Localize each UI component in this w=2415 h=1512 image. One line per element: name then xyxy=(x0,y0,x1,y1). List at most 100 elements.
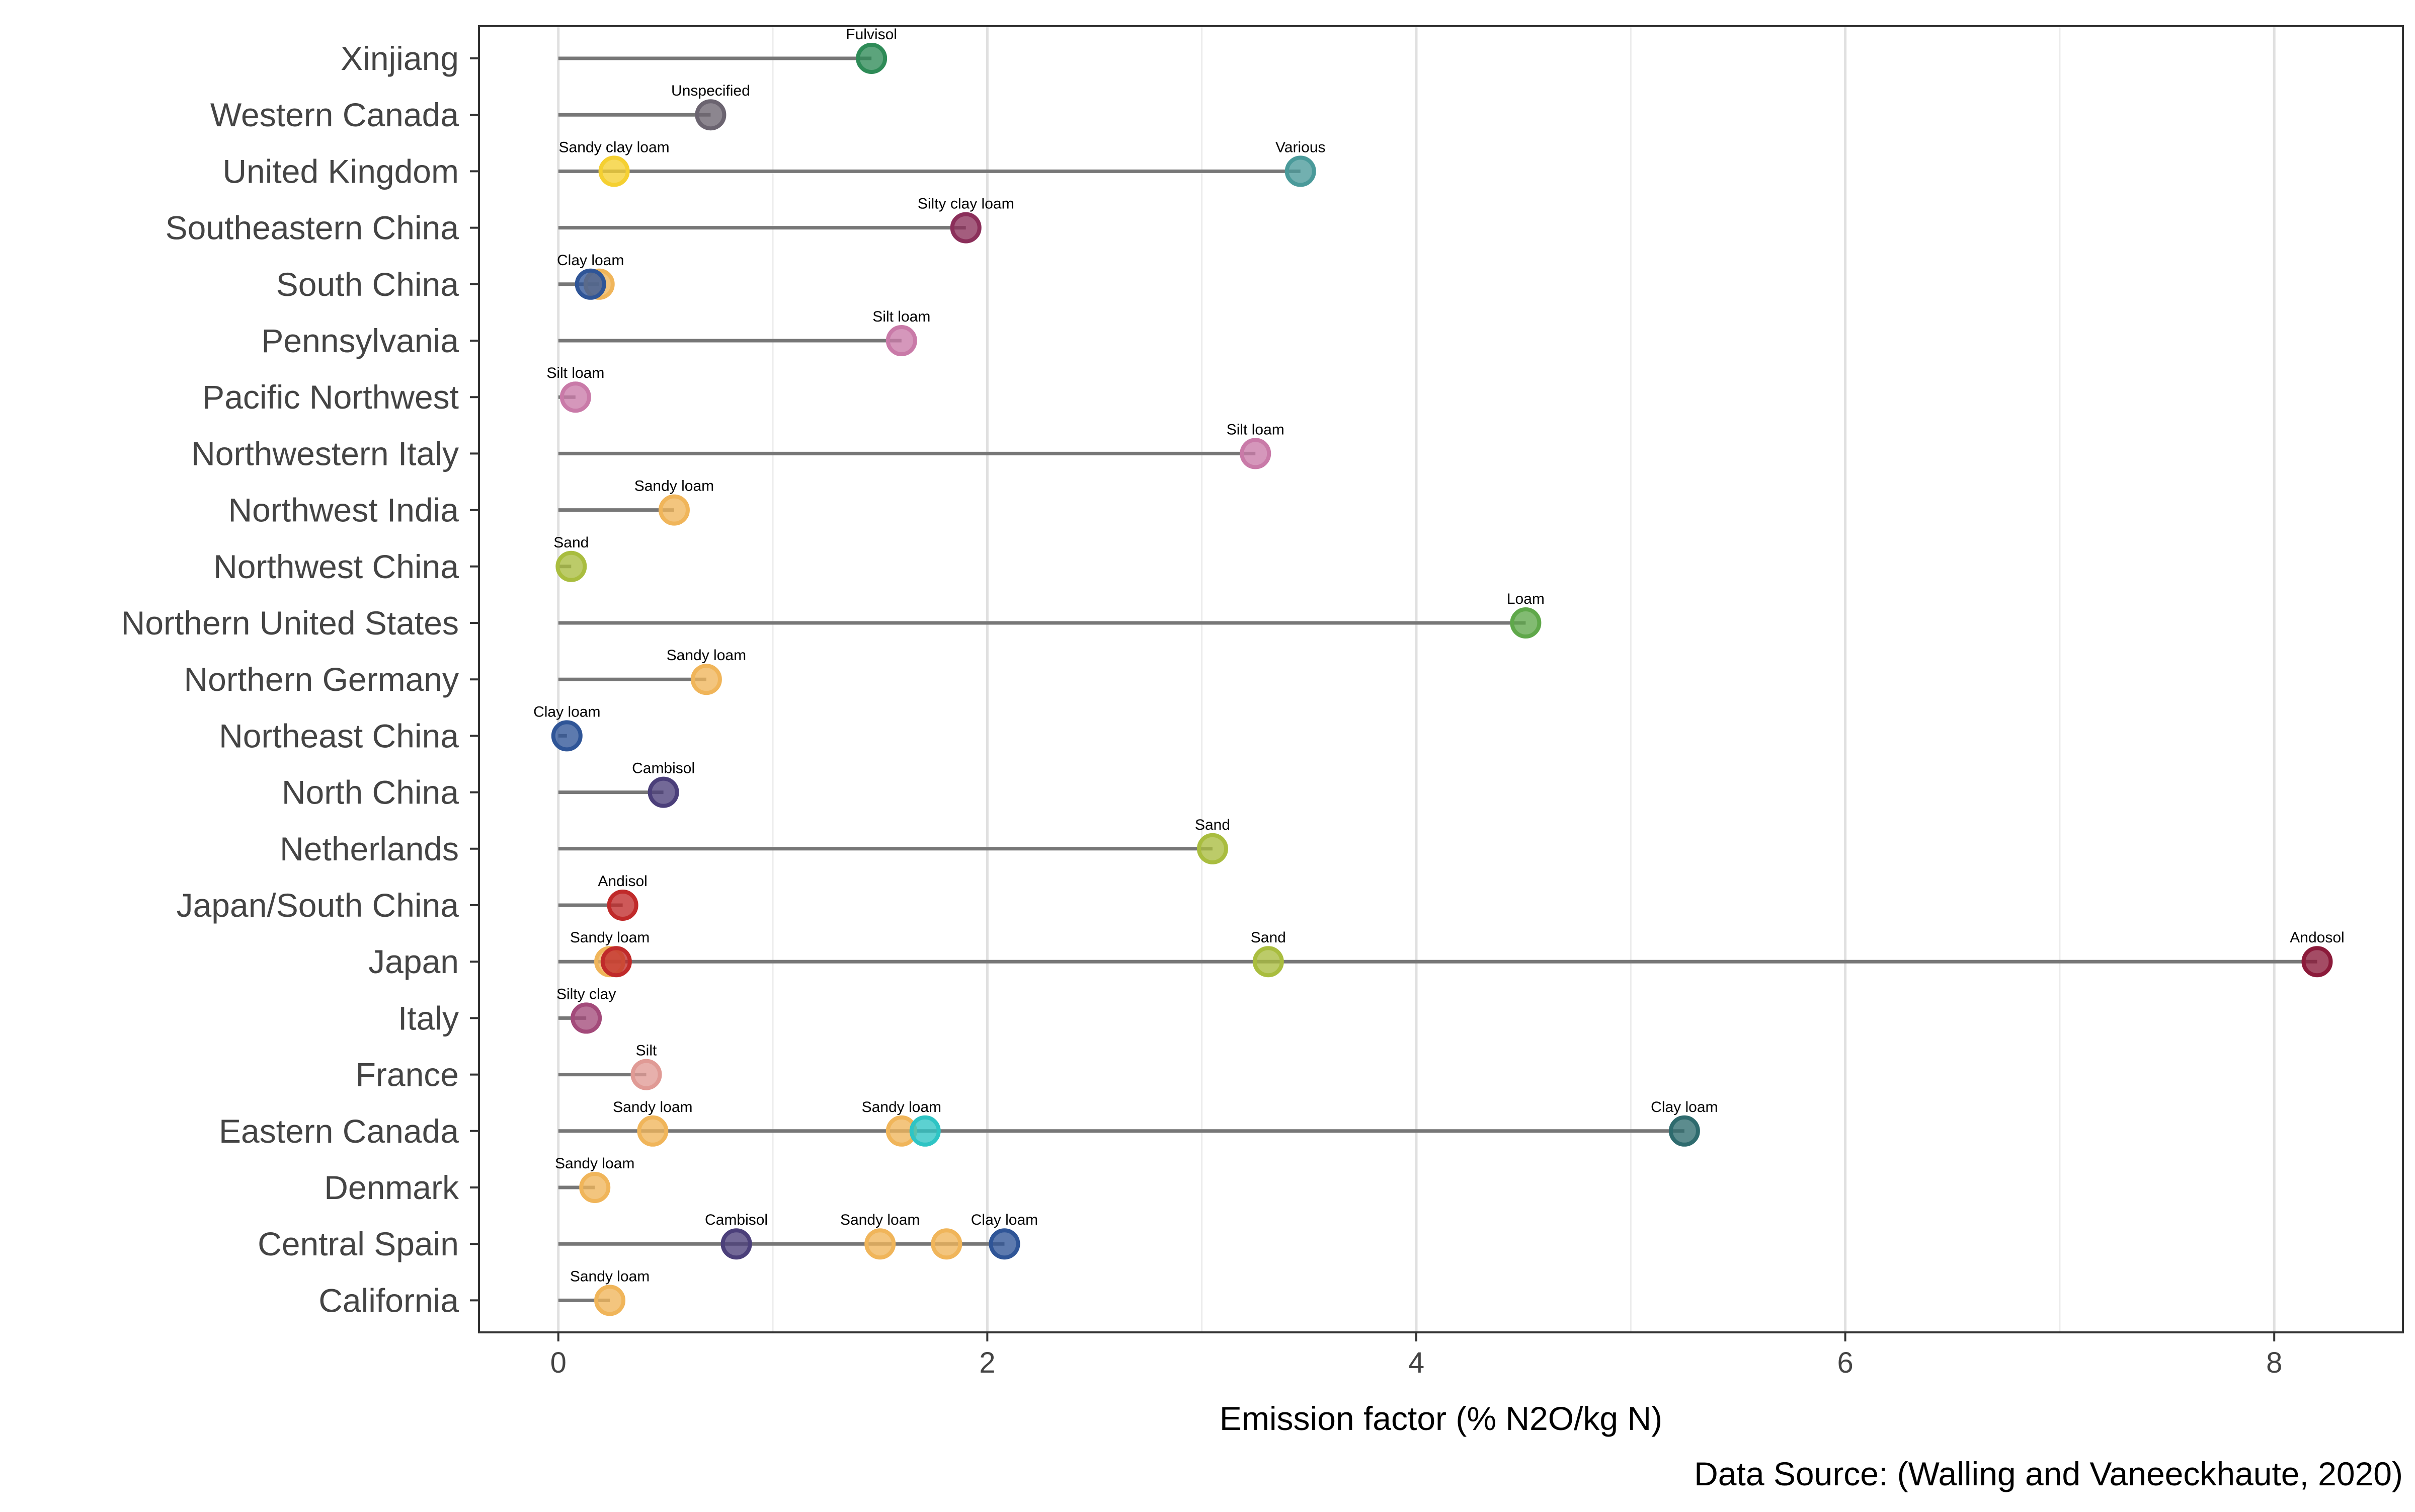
point-eastern-canada-clay-loam xyxy=(1668,1115,1700,1147)
point-denmark-sandy-loam xyxy=(579,1172,611,1203)
y-tick-label-northwestern-italy: Northwestern Italy xyxy=(191,435,459,472)
point-central-spain-cambisol xyxy=(720,1228,752,1260)
point-label-layer: Fulvisol Unspecified Various Sandy clay loa… xyxy=(533,26,2345,1285)
y-tick-label-japan: Japan xyxy=(368,943,459,980)
point-italy-silty-clay xyxy=(571,1002,602,1034)
soil-label-france-silt: Silt xyxy=(636,1043,657,1059)
y-tick-label-eastern-canada: Eastern Canada xyxy=(219,1112,459,1150)
soil-label-united-kingdom-various: Various xyxy=(1275,139,1326,155)
point-eastern-canada-sandy-loam xyxy=(637,1115,669,1147)
soil-label-netherlands-sand: Sand xyxy=(1195,817,1230,833)
point-pacific-northwest-silt-loam xyxy=(559,381,591,413)
y-tick-label-south-china: South China xyxy=(276,266,459,303)
soil-label-eastern-canada-clay-loam: Clay loam xyxy=(1651,1099,1718,1116)
y-tick-label-north-china: North China xyxy=(282,774,459,811)
y-tick-label-southeastern-china: Southeastern China xyxy=(166,209,459,247)
point-united-kingdom-various xyxy=(1284,155,1316,187)
y-tick-label-netherlands: Netherlands xyxy=(280,830,459,867)
soil-label-western-canada-unspecified: Unspecified xyxy=(671,83,750,99)
point-central-spain-sandy-loam xyxy=(931,1228,962,1260)
point-northwest-india-sandy-loam xyxy=(658,494,690,526)
x-tick-label-8: 8 xyxy=(2266,1346,2282,1379)
point-northern-germany-sandy-loam xyxy=(690,664,722,695)
point-united-kingdom-sandy-clay-loam xyxy=(598,155,630,187)
point-western-canada-unspecified xyxy=(695,99,727,131)
soil-label-northwestern-italy-silt-loam: Silt loam xyxy=(1227,421,1284,438)
y-tick-label-california: California xyxy=(318,1282,459,1319)
x-tick-label-0: 0 xyxy=(550,1346,567,1379)
soil-label-southeastern-china-silty-clay-loam: Silty clay loam xyxy=(918,196,1014,212)
soil-label-japan-sand: Sand xyxy=(1251,929,1286,946)
y-tick-label-northwest-india: Northwest India xyxy=(228,492,459,529)
soil-label-northern-united-states-loam: Loam xyxy=(1507,591,1545,607)
y-tick-label-central-spain: Central Spain xyxy=(258,1225,459,1262)
point-south-china-clay-loam xyxy=(575,268,606,300)
y-tick-label-italy: Italy xyxy=(398,999,459,1037)
soil-label-california-sandy-loam: Sandy loam xyxy=(570,1268,650,1285)
point-central-spain-clay-loam xyxy=(989,1228,1020,1260)
x-tick-label-2: 2 xyxy=(979,1346,995,1379)
grid-layer xyxy=(557,26,2276,1332)
soil-label-japan-andosol: Andosol xyxy=(2290,929,2344,946)
y-tick-label-northwest-china: Northwest China xyxy=(213,548,459,585)
soil-label-japan-south-china-andisol: Andisol xyxy=(598,873,647,890)
point-northern-united-states-loam xyxy=(1510,607,1542,639)
point-france-silt xyxy=(630,1059,662,1090)
y-tick-label-pennsylvania: Pennsylvania xyxy=(261,322,459,359)
point-northwestern-italy-silt-loam xyxy=(1240,438,1271,469)
point-northwest-china-sand xyxy=(555,550,587,582)
soil-label-xinjiang-fulvisol: Fulvisol xyxy=(846,26,897,43)
soil-label-pacific-northwest-silt-loam: Silt loam xyxy=(546,365,604,381)
point-netherlands-sand xyxy=(1196,833,1228,864)
point-japan-andosol xyxy=(2301,946,2333,978)
point-japan-andisol xyxy=(600,946,632,978)
soil-label-pennsylvania-silt-loam: Silt loam xyxy=(872,308,930,325)
x-tick-label-6: 6 xyxy=(1837,1346,1853,1379)
point-layer xyxy=(551,43,2333,1316)
soil-label-eastern-canada-sandy-loam: Sandy loam xyxy=(862,1099,941,1116)
y-tick-label-xinjiang: Xinjiang xyxy=(341,40,459,77)
y-tick-label-northeast-china: Northeast China xyxy=(219,717,459,754)
y-tick-label-denmark: Denmark xyxy=(324,1169,459,1206)
soil-label-northwest-india-sandy-loam: Sandy loam xyxy=(634,478,714,495)
point-northeast-china-clay-loam xyxy=(551,720,583,752)
y-axis: Xinjiang Western Canada United Kingdom Sout… xyxy=(121,40,479,1319)
point-central-spain-sandy-loam xyxy=(864,1228,896,1260)
x-axis: 0 2 4 6 8 xyxy=(550,1332,2282,1379)
y-tick-label-northern-united-states: Northern United States xyxy=(121,604,459,642)
soil-label-northwest-china-sand: Sand xyxy=(553,534,589,551)
soil-label-central-spain-sandy-loam: Sandy loam xyxy=(840,1212,920,1228)
soil-label-italy-silty-clay: Silty clay xyxy=(556,986,616,1002)
point-southeastern-china-silty-clay-loam xyxy=(950,212,982,244)
soil-label-united-kingdom-sandy-clay-loam: Sandy clay loam xyxy=(559,139,670,155)
point-eastern-canada-sandy-loam xyxy=(909,1115,941,1147)
x-axis-title: Emission factor (% N2O/kg N) xyxy=(1220,1400,1662,1437)
soil-label-denmark-sandy-loam: Sandy loam xyxy=(555,1155,634,1172)
soil-label-japan-sandy-loam: Sandy loam xyxy=(570,929,650,946)
x-tick-label-4: 4 xyxy=(1408,1346,1424,1379)
point-japan-south-china-andisol xyxy=(607,890,638,921)
stem-layer xyxy=(558,56,2317,1302)
soil-label-south-china-clay-loam: Clay loam xyxy=(557,252,624,269)
soil-label-north-china-cambisol: Cambisol xyxy=(632,760,695,777)
soil-label-central-spain-clay-loam: Clay loam xyxy=(971,1212,1038,1228)
point-pennsylvania-silt-loam xyxy=(886,325,917,356)
data-source-caption: Data Source: (Walling and Vaneeckhaute, … xyxy=(1694,1455,2403,1492)
y-tick-label-united-kingdom: United Kingdom xyxy=(222,152,459,190)
soil-label-eastern-canada-sandy-loam: Sandy loam xyxy=(613,1099,692,1116)
point-california-sandy-loam xyxy=(594,1285,626,1316)
y-tick-label-france: France xyxy=(356,1056,459,1093)
soil-label-northern-germany-sandy-loam: Sandy loam xyxy=(667,647,746,664)
y-tick-label-northern-germany: Northern Germany xyxy=(184,661,459,698)
point-xinjiang-fulvisol xyxy=(856,43,888,74)
y-tick-label-japan-south-china: Japan/South China xyxy=(177,887,459,924)
point-north-china-cambisol xyxy=(648,776,679,808)
y-tick-label-western-canada: Western Canada xyxy=(210,96,459,133)
soil-label-central-spain-cambisol: Cambisol xyxy=(705,1212,768,1228)
point-japan-sand xyxy=(1252,946,1284,978)
y-tick-label-pacific-northwest: Pacific Northwest xyxy=(202,378,459,416)
soil-label-northeast-china-clay-loam: Clay loam xyxy=(533,703,600,720)
